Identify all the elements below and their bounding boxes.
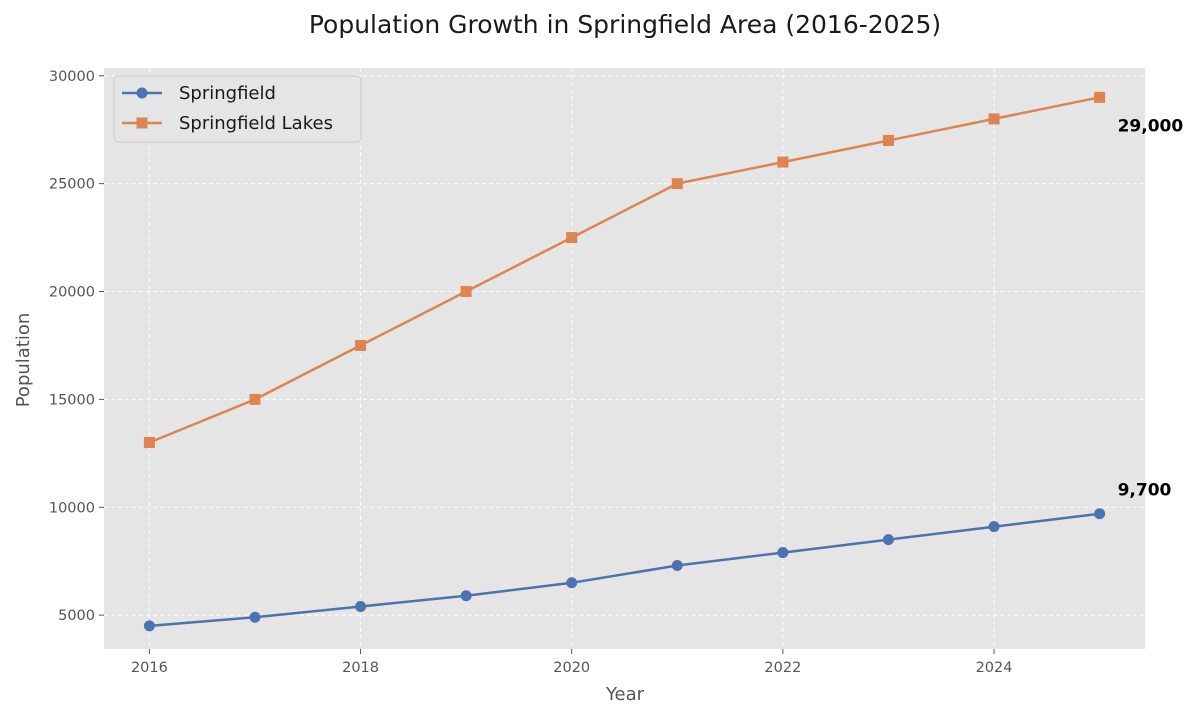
data-point — [1094, 91, 1106, 103]
legend-label: Springfield — [179, 83, 276, 104]
data-point — [143, 437, 155, 449]
legend: Springfield Springfield Lakes — [113, 75, 362, 143]
data-point — [355, 600, 367, 612]
legend-label: Springfield Lakes — [179, 113, 333, 134]
data-point — [1094, 508, 1106, 520]
data-point — [249, 611, 261, 623]
data-point — [566, 232, 578, 244]
series-2 — [143, 91, 1106, 449]
y-tick-label: 5000 — [58, 608, 95, 624]
legend-marker — [136, 87, 148, 99]
x-axis-label: Year — [605, 684, 645, 705]
end-labels: 9,700 29,000 — [1118, 116, 1184, 500]
grid — [104, 68, 1145, 649]
x-tick-label: 2022 — [764, 660, 801, 676]
chart-title: Population Growth in Springfield Area (2… — [309, 10, 941, 39]
data-point — [143, 620, 155, 632]
data-point — [882, 134, 894, 146]
x-tick-label: 2024 — [976, 660, 1013, 676]
data-point — [988, 521, 1000, 533]
data-point — [882, 534, 894, 546]
series-line — [148, 96, 1100, 444]
series-1 — [143, 508, 1106, 632]
end-value-label: 9,700 — [1118, 481, 1172, 501]
series-group — [143, 91, 1106, 632]
data-point — [460, 286, 472, 298]
data-point — [460, 590, 472, 602]
legend-marker — [136, 117, 148, 129]
data-point — [777, 156, 789, 168]
data-point — [355, 339, 367, 351]
y-tick-label: 25000 — [49, 177, 95, 193]
x-tick-label: 2018 — [342, 660, 379, 676]
x-tick-label: 2016 — [131, 660, 168, 676]
x-tick-label: 2020 — [553, 660, 590, 676]
data-point — [988, 113, 1000, 125]
series-line — [149, 512, 1100, 628]
y-tick-label: 10000 — [49, 500, 95, 516]
data-point — [671, 560, 683, 572]
y-tick-label: 15000 — [49, 392, 95, 408]
data-point — [566, 577, 578, 589]
data-point — [671, 178, 683, 190]
y-tick-label: 30000 — [49, 69, 95, 85]
y-tick-label: 20000 — [49, 285, 95, 301]
data-point — [249, 393, 261, 405]
legend-item-2: Springfield Lakes — [122, 113, 333, 134]
legend-frame — [113, 75, 362, 143]
axis-ticks: 2016 2018 2020 2022 2024 5000 10000 15000 20000 2… — [49, 69, 1013, 676]
data-point — [777, 547, 789, 559]
plot-area — [104, 68, 1145, 649]
legend-item-1: Springfield — [122, 83, 276, 104]
y-axis-label: Population — [13, 313, 34, 408]
end-value-label: 29,000 — [1118, 116, 1184, 136]
